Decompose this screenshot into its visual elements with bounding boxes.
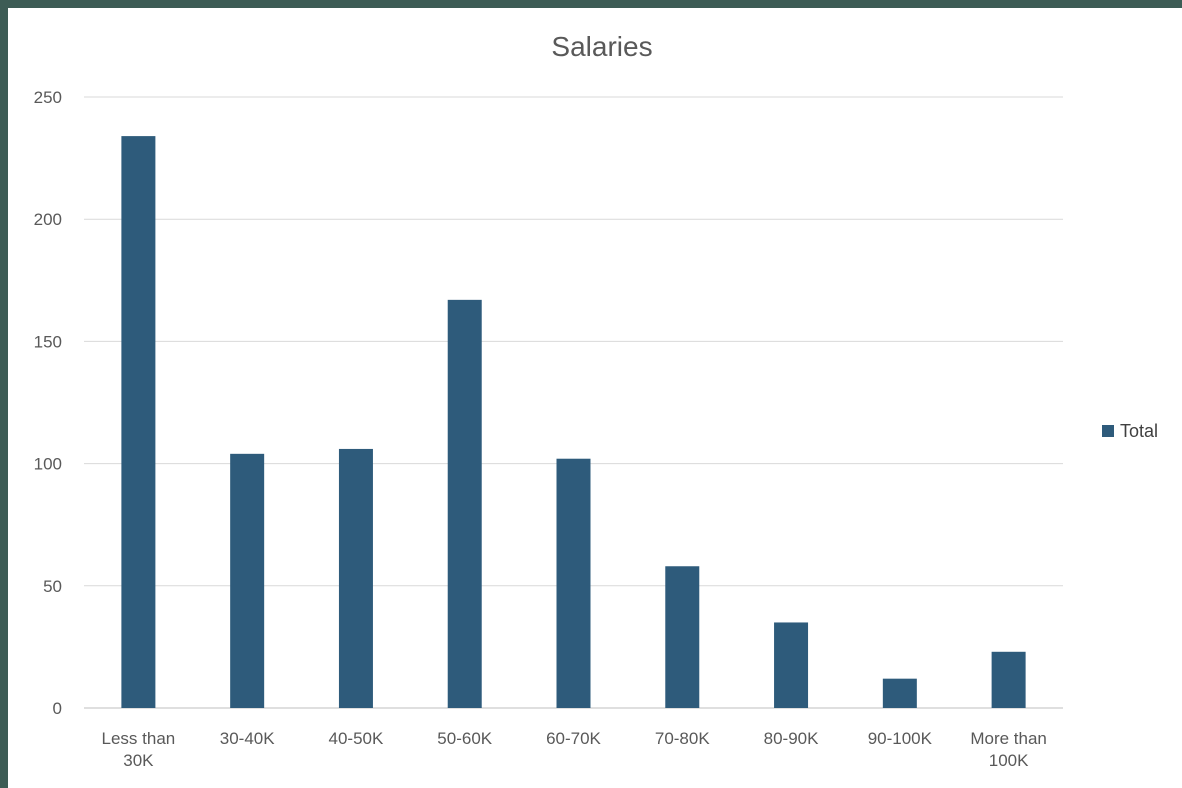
legend: Total	[1102, 421, 1158, 441]
x-axis-ticks: Less than 30K 30-40K 40-50K 50-60K 60-70K 70-8…	[102, 729, 1047, 770]
bar	[230, 453, 265, 708]
bar	[556, 458, 591, 708]
y-tick-label: 50	[43, 577, 62, 596]
bar	[774, 622, 809, 708]
y-tick-label: 250	[34, 88, 62, 107]
x-tick-label: 60-70K	[546, 729, 601, 748]
bar	[447, 299, 482, 708]
x-tick-label: 70-80K	[655, 729, 710, 748]
bar-series	[121, 136, 1026, 708]
y-tick-label: 100	[34, 455, 62, 474]
x-tick-label: 80-90K	[764, 729, 819, 748]
y-tick-label: 200	[34, 210, 62, 229]
chart-title: Salaries	[551, 31, 652, 62]
bar	[882, 678, 917, 708]
x-tick-label: 40-50K	[329, 729, 384, 748]
y-tick-label: 150	[34, 332, 62, 351]
bar-chart: Salaries 0 50 100 150 200 250 Less than 30K 30-…	[34, 31, 1158, 770]
bar	[665, 566, 700, 708]
chart-area: Salaries 0 50 100 150 200 250 Less than 30K 30-…	[8, 8, 1182, 788]
bar	[121, 136, 156, 708]
x-tick-label: More than 100K	[970, 729, 1047, 770]
bar	[991, 651, 1026, 708]
x-tick-label: Less than 30K	[102, 729, 176, 770]
y-tick-label: 0	[53, 699, 62, 718]
legend-swatch	[1102, 425, 1114, 437]
x-tick-label: 50-60K	[437, 729, 492, 748]
x-tick-label: 30-40K	[220, 729, 275, 748]
bar	[338, 448, 373, 708]
legend-label: Total	[1120, 421, 1158, 441]
y-axis-ticks: 0 50 100 150 200 250	[34, 88, 62, 718]
x-tick-label: 90-100K	[868, 729, 933, 748]
